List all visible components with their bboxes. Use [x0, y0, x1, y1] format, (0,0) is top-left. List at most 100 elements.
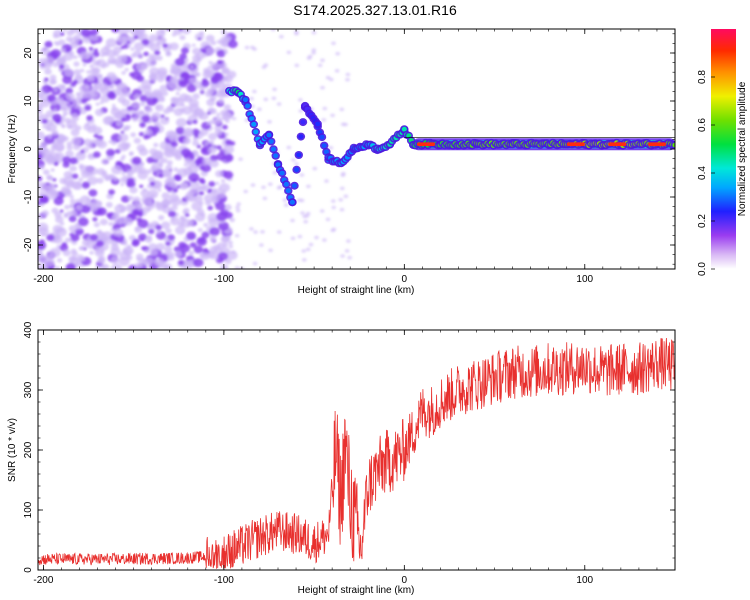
- y-tick-label: -20: [23, 237, 34, 252]
- noise-blob: [192, 137, 198, 141]
- noise-blob: [339, 207, 345, 212]
- noise-blob: [190, 65, 194, 69]
- noise-blob: [330, 199, 336, 203]
- noise-blob: [80, 29, 92, 38]
- noise-blob: [308, 242, 314, 247]
- noise-blob: [108, 174, 115, 179]
- noise-blob: [114, 148, 121, 154]
- noise-blob: [212, 72, 224, 82]
- noise-blob: [122, 175, 128, 180]
- noise-blob: [73, 34, 82, 41]
- noise-blob: [339, 107, 345, 112]
- signal-core: [242, 97, 249, 103]
- noise-blob: [79, 68, 85, 73]
- noise-blob: [43, 169, 50, 175]
- noise-blob: [140, 189, 150, 198]
- noise-blob: [173, 246, 181, 252]
- noise-blob: [131, 156, 142, 165]
- noise-blob: [58, 64, 65, 69]
- noise-blob: [65, 87, 73, 95]
- noise-blob: [270, 29, 276, 32]
- noise-blob: [215, 93, 219, 97]
- noise-blob: [143, 257, 154, 266]
- snr-series-line: [38, 337, 675, 569]
- noise-blob: [62, 29, 67, 32]
- noise-blob: [108, 189, 115, 196]
- noise-blob: [92, 67, 101, 74]
- x-tick-label: 100: [576, 274, 593, 285]
- noise-blob: [205, 90, 213, 98]
- x-tick-label: 0: [402, 274, 408, 285]
- noise-blob: [192, 93, 200, 100]
- noise-blob: [105, 201, 113, 208]
- noise-blob: [165, 241, 171, 246]
- noise-blob: [268, 248, 273, 253]
- noise-blob: [235, 205, 240, 210]
- noise-blob: [93, 126, 103, 135]
- noise-blob: [151, 161, 163, 171]
- noise-blob: [290, 218, 295, 223]
- noise-blob: [113, 211, 119, 217]
- noise-blob: [198, 191, 205, 196]
- noise-blob: [88, 189, 98, 197]
- noise-blob: [166, 51, 171, 55]
- noise-blob: [218, 98, 225, 104]
- noise-blob: [134, 226, 143, 234]
- noise-blob: [71, 173, 79, 179]
- noise-blob: [165, 164, 173, 171]
- noise-blob: [160, 117, 170, 125]
- noise-blob: [82, 63, 87, 67]
- noise-blob: [80, 98, 88, 104]
- signal-core: [245, 103, 251, 109]
- noise-blob: [276, 186, 282, 190]
- noise-blob: [199, 165, 206, 171]
- noise-blob: [339, 186, 345, 191]
- noise-blob: [322, 106, 328, 111]
- noise-blob: [44, 68, 52, 75]
- noise-blob: [126, 203, 133, 209]
- noise-blob: [62, 106, 67, 110]
- noise-blob: [97, 229, 102, 234]
- noise-blob: [208, 60, 213, 65]
- noise-blob: [96, 240, 104, 247]
- noise-blob: [113, 228, 124, 237]
- noise-blob: [38, 195, 49, 204]
- figure-title: S174.2025.327.13.01.R16: [293, 2, 457, 18]
- noise-blob: [179, 93, 190, 102]
- noise-blob: [80, 149, 85, 154]
- noise-blob: [189, 103, 200, 112]
- signal-core: [273, 153, 279, 159]
- noise-blob: [64, 204, 70, 210]
- noise-blob: [68, 101, 74, 106]
- noise-blob: [99, 86, 110, 95]
- noise-blob: [117, 203, 123, 208]
- noise-blob: [151, 112, 162, 121]
- noise-blob: [126, 177, 135, 185]
- noise-blob: [228, 240, 233, 245]
- noise-blob: [331, 205, 337, 210]
- noise-blob: [165, 81, 170, 85]
- noise-blob: [173, 167, 179, 172]
- noise-blob: [53, 88, 58, 92]
- noise-blob: [208, 188, 213, 192]
- noise-blob: [219, 192, 226, 199]
- noise-blob: [57, 258, 63, 263]
- noise-blob: [194, 33, 205, 41]
- noise-blob: [138, 147, 149, 156]
- noise-blob: [325, 217, 331, 222]
- noise-blob: [144, 249, 150, 254]
- noise-blob: [59, 209, 64, 213]
- noise-blob: [71, 112, 78, 119]
- noise-blob: [91, 85, 99, 92]
- noise-blob: [59, 84, 66, 90]
- noise-blob: [178, 137, 184, 142]
- noise-blob: [111, 214, 120, 221]
- noise-blob: [267, 120, 272, 124]
- signal-core: [321, 143, 327, 149]
- spectrogram-y-axis-label: Frequency (Hz): [7, 115, 18, 184]
- noise-blob: [307, 54, 313, 59]
- noise-blob: [87, 176, 98, 186]
- noise-blob: [69, 157, 78, 165]
- signal-core: [266, 132, 272, 138]
- signal-core: [249, 116, 255, 121]
